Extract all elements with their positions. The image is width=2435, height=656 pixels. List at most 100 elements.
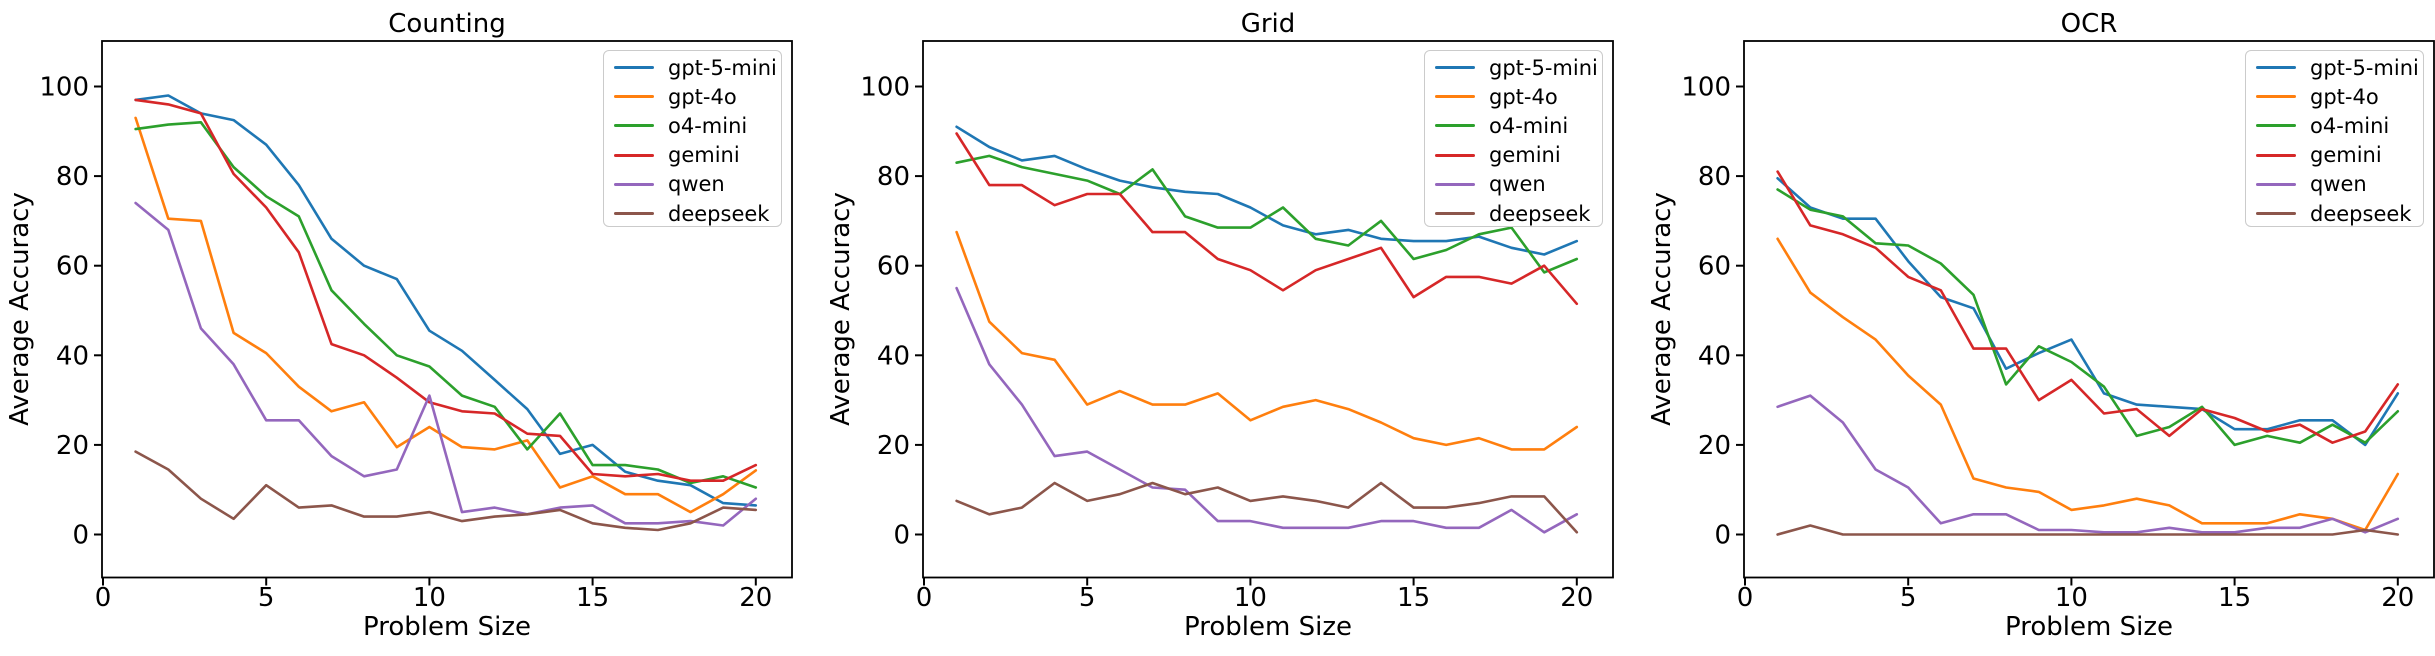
line-ocr-o4-mini [1776, 188, 2400, 447]
legend-entry-qwen: qwen [1425, 170, 1602, 199]
legend-entry-qwen: qwen [2246, 170, 2423, 199]
legend-line-sample-gpt-4o [2256, 95, 2296, 99]
legend-entry-gemini: gemini [604, 141, 781, 170]
legend-entry-o4-mini: o4-mini [2246, 111, 2423, 140]
x-tick-label: 15 [1397, 583, 1430, 613]
legend-label-deepseek: deepseek [1489, 201, 1591, 226]
legend-line-sample-gpt-4o [614, 95, 654, 99]
legend-grid: gpt-5-mini gpt-4o o4-mini gemini qwen deepsee… [1424, 50, 1603, 227]
x-tick-label: 10 [1234, 583, 1267, 613]
line-counting-gpt-4o [134, 116, 758, 514]
x-tick-label: 10 [2055, 583, 2088, 613]
legend-entry-deepseek: deepseek [1425, 199, 1602, 228]
legend-line-sample-gemini [1435, 153, 1475, 157]
legend-label-qwen: qwen [668, 172, 725, 197]
y-tick-label: 20 [56, 431, 89, 461]
x-axis-label-grid: Problem Size [1184, 612, 1352, 642]
line-ocr-gpt-4o [1776, 237, 2400, 532]
legend-counting: gpt-5-mini gpt-4o o4-mini gemini qwen deepsee… [603, 50, 782, 227]
legend-line-sample-o4-mini [614, 124, 654, 128]
x-tick-label: 5 [1900, 583, 1917, 613]
legend-entry-gpt-5-mini: gpt-5-mini [604, 53, 781, 82]
legend-entry-gpt-4o: gpt-4o [1425, 82, 1602, 111]
legend-line-sample-qwen [1435, 182, 1475, 186]
x-tick-label: 5 [1079, 583, 1096, 613]
chart-title-grid: Grid [1240, 9, 1296, 39]
legend-line-sample-o4-mini [2256, 124, 2296, 128]
x-tick-label: 20 [1560, 583, 1593, 613]
legend-label-o4-mini: o4-mini [2310, 113, 2390, 138]
y-tick-label: 0 [1714, 521, 1731, 551]
legend-entry-gpt-5-mini: gpt-5-mini [1425, 53, 1602, 82]
legend-line-sample-gemini [614, 153, 654, 157]
y-tick-label: 40 [56, 341, 89, 371]
legend-entry-gpt-5-mini: gpt-5-mini [2246, 53, 2423, 82]
legend-label-gpt-4o: gpt-4o [2310, 84, 2379, 109]
legend-label-gpt-5-mini: gpt-5-mini [668, 55, 777, 80]
y-tick-label: 60 [877, 252, 910, 282]
legend-label-gpt-5-mini: gpt-5-mini [1489, 55, 1598, 80]
chart-title-counting: Counting [388, 9, 506, 39]
y-tick-label: 20 [877, 431, 910, 461]
line-ocr-qwen [1776, 394, 2400, 534]
y-tick-label: 40 [1698, 341, 1731, 371]
legend-line-sample-gpt-5-mini [1435, 66, 1475, 70]
legend-label-qwen: qwen [2310, 172, 2367, 197]
x-axis-label-ocr: Problem Size [2005, 612, 2173, 642]
legend-line-sample-qwen [614, 182, 654, 186]
legend-entry-qwen: qwen [604, 170, 781, 199]
line-grid-gpt-4o [955, 230, 1579, 451]
plot-box-Grid [922, 40, 1614, 579]
line-counting-deepseek [134, 450, 758, 532]
line-grid-deepseek [955, 481, 1579, 534]
x-tick-label: 0 [916, 583, 933, 613]
y-tick-label: 0 [893, 521, 910, 551]
legend-line-sample-deepseek [2256, 212, 2296, 216]
y-tick-label: 0 [72, 521, 89, 551]
legend-label-o4-mini: o4-mini [668, 113, 748, 138]
line-counting-gpt-5-mini [134, 94, 758, 507]
legend-label-deepseek: deepseek [668, 201, 770, 226]
y-tick-label: 40 [877, 341, 910, 371]
x-tick-label: 10 [413, 583, 446, 613]
legend-label-gemini: gemini [668, 143, 740, 168]
x-tick-label: 5 [258, 583, 275, 613]
plot-box-Counting [101, 40, 793, 579]
line-counting-gemini [134, 98, 758, 483]
legend-label-qwen: qwen [1489, 172, 1546, 197]
x-tick-label: 0 [95, 583, 112, 613]
x-tick-label: 15 [576, 583, 609, 613]
legend-entry-gemini: gemini [2246, 141, 2423, 170]
y-tick-label: 60 [56, 252, 89, 282]
y-tick-label: 80 [877, 162, 910, 192]
legend-label-gpt-4o: gpt-4o [1489, 84, 1558, 109]
legend-label-gemini: gemini [2310, 143, 2382, 168]
y-tick-label: 80 [1698, 162, 1731, 192]
legend-entry-gpt-4o: gpt-4o [2246, 82, 2423, 111]
legend-line-sample-gemini [2256, 153, 2296, 157]
line-grid-qwen [955, 286, 1579, 534]
line-ocr-gemini [1776, 170, 2400, 445]
x-tick-label: 20 [2381, 583, 2414, 613]
legend-line-sample-o4-mini [1435, 124, 1475, 128]
line-counting-qwen [134, 201, 758, 527]
y-tick-label: 100 [1681, 73, 1731, 103]
y-tick-label: 80 [56, 162, 89, 192]
y-tick-label: 20 [1698, 431, 1731, 461]
legend-ocr: gpt-5-mini gpt-4o o4-mini gemini qwen deepsee… [2245, 50, 2424, 227]
legend-line-sample-gpt-5-mini [2256, 66, 2296, 70]
legend-line-sample-deepseek [1435, 212, 1475, 216]
legend-label-gpt-5-mini: gpt-5-mini [2310, 55, 2419, 80]
legend-entry-o4-mini: o4-mini [1425, 111, 1602, 140]
legend-entry-deepseek: deepseek [604, 199, 781, 228]
chart-title-ocr: OCR [2060, 9, 2118, 39]
legend-line-sample-gpt-4o [1435, 95, 1475, 99]
legend-label-o4-mini: o4-mini [1489, 113, 1569, 138]
legend-label-gpt-4o: gpt-4o [668, 84, 737, 109]
line-counting-o4-mini [134, 121, 758, 489]
legend-entry-gpt-4o: gpt-4o [604, 82, 781, 111]
legend-line-sample-gpt-5-mini [614, 66, 654, 70]
y-axis-label-counting: Average Accuracy [5, 192, 35, 426]
